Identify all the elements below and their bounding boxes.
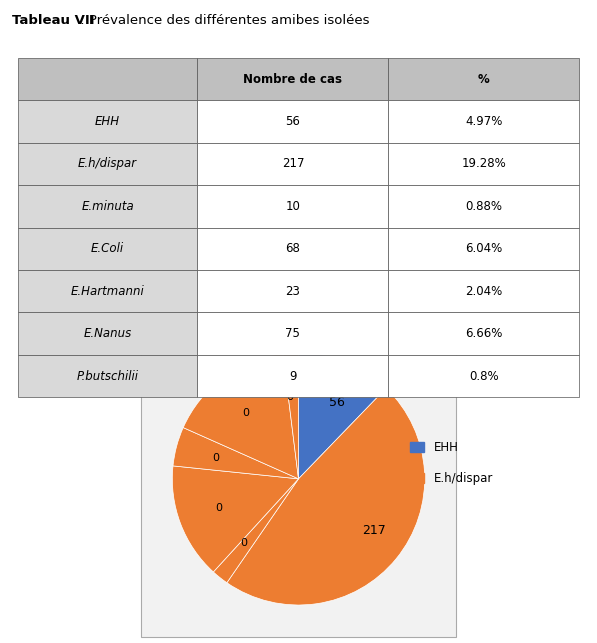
- Text: E.Hartmanni: E.Hartmanni: [71, 285, 144, 298]
- Text: E.Coli: E.Coli: [91, 242, 124, 255]
- Text: Tableau VII: Tableau VII: [12, 14, 94, 27]
- Text: 2.04%: 2.04%: [465, 285, 502, 298]
- Text: 75: 75: [285, 327, 300, 340]
- Text: 10: 10: [285, 200, 300, 213]
- Text: 19.28%: 19.28%: [461, 158, 506, 170]
- Text: 9: 9: [289, 370, 297, 383]
- Text: %: %: [478, 73, 490, 86]
- FancyBboxPatch shape: [141, 321, 456, 637]
- Text: 0: 0: [213, 453, 219, 463]
- Text: 0: 0: [242, 408, 250, 418]
- Text: 0: 0: [287, 392, 294, 402]
- Text: 0: 0: [241, 538, 247, 548]
- Wedge shape: [227, 388, 424, 605]
- Wedge shape: [183, 354, 298, 479]
- Text: 56: 56: [329, 396, 345, 410]
- Text: 56: 56: [285, 115, 300, 128]
- Text: 0.8%: 0.8%: [469, 370, 498, 383]
- Text: 217: 217: [362, 524, 386, 538]
- Text: P.butschilii: P.butschilii: [76, 370, 139, 383]
- Text: 6.66%: 6.66%: [465, 327, 503, 340]
- Wedge shape: [173, 428, 298, 479]
- Text: EHH: EHH: [95, 115, 120, 128]
- Wedge shape: [213, 479, 298, 583]
- Text: 6.04%: 6.04%: [465, 242, 502, 255]
- Text: E.h/dispar: E.h/dispar: [78, 158, 137, 170]
- Wedge shape: [298, 352, 386, 479]
- Legend: EHH, E.h/dispar: EHH, E.h/dispar: [405, 437, 498, 490]
- Text: E.Nanus: E.Nanus: [84, 327, 132, 340]
- Text: 217: 217: [282, 158, 304, 170]
- Text: 68: 68: [285, 242, 300, 255]
- Text: 0: 0: [215, 503, 222, 513]
- Text: 23: 23: [285, 285, 300, 298]
- Text: Nombre de cas: Nombre de cas: [244, 73, 343, 86]
- Text: 0.88%: 0.88%: [465, 200, 502, 213]
- Wedge shape: [173, 466, 298, 572]
- Wedge shape: [283, 352, 298, 479]
- Text: 4.97%: 4.97%: [465, 115, 503, 128]
- Text: : Prévalence des différentes amibes isolées: : Prévalence des différentes amibes isol…: [76, 14, 370, 27]
- Text: E.minuta: E.minuta: [81, 200, 134, 213]
